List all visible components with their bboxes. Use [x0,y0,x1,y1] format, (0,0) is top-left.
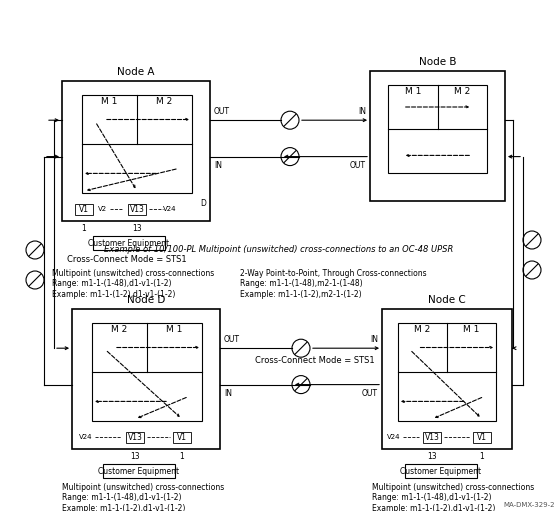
Bar [405,464,477,478]
Text: Customer Equipment: Customer Equipment [400,467,481,476]
Text: Example of 10/100-PL Multipoint (unswitched) cross-connections to an OC-48 UPSR: Example of 10/100-PL Multipoint (unswitc… [104,244,454,253]
Text: M 2: M 2 [112,325,128,334]
Text: V24: V24 [387,434,401,440]
Text: 1: 1 [480,452,484,461]
Text: V24: V24 [163,206,177,212]
Text: Node B: Node B [418,57,456,67]
Text: IN: IN [224,388,232,398]
Text: Cross-Connect Mode = STS1: Cross-Connect Mode = STS1 [255,356,374,365]
Bar [128,203,146,215]
Text: D: D [200,199,206,208]
Text: 13: 13 [132,224,142,233]
Text: OUT: OUT [362,388,378,398]
Text: V1: V1 [177,432,187,442]
Text: M 2: M 2 [454,87,470,96]
Text: Node D: Node D [127,295,165,305]
Bar [75,203,93,215]
Bar [398,323,496,421]
Text: IN: IN [358,107,366,116]
Bar [173,431,191,443]
Text: Multipoint (unswitched) cross-connections
Range: m1-1-(1-48),d1-v1-(1-2)
Example: Multipoint (unswitched) cross-connection… [62,483,224,511]
Text: M 1: M 1 [463,325,480,334]
Bar [103,464,175,478]
Text: M 2: M 2 [156,97,172,106]
Bar [82,95,192,193]
Text: 13: 13 [427,452,437,461]
Text: Cross-Connect Mode = STS1: Cross-Connect Mode = STS1 [67,255,186,264]
Bar [93,236,165,250]
Text: 13: 13 [130,452,140,461]
Text: Multipoint (unswitched) cross-connections
Range: m1-1-(1-48),d1-v1-(1-2)
Example: Multipoint (unswitched) cross-connection… [52,269,214,299]
Text: 1: 1 [81,224,86,233]
Text: IN: IN [370,335,378,344]
Text: V13: V13 [128,432,142,442]
Text: V1: V1 [477,432,487,442]
Text: Node A: Node A [117,67,155,77]
Bar [370,71,505,201]
Text: 1: 1 [180,452,184,461]
Text: M 1: M 1 [102,97,118,106]
Text: Customer Equipment: Customer Equipment [88,239,169,247]
Text: Node C: Node C [428,295,466,305]
Bar [92,323,202,421]
Text: MA-DMX-329-2: MA-DMX-329-2 [503,502,555,508]
Text: M 1: M 1 [405,87,421,96]
Text: OUT: OUT [350,160,366,170]
Bar [62,81,210,221]
Text: OUT: OUT [214,107,230,116]
Bar [382,309,512,449]
Text: OUT: OUT [224,335,240,344]
Text: 2-Way Point-to-Point, Through Cross-connections
Range: m1-1-(1-48),m2-1-(1-48)
E: 2-Way Point-to-Point, Through Cross-conn… [240,269,427,299]
Text: V1: V1 [79,204,89,214]
Text: M 1: M 1 [166,325,182,334]
Text: Customer Equipment: Customer Equipment [98,467,179,476]
Text: M 2: M 2 [415,325,431,334]
Text: IN: IN [214,160,222,170]
Text: Multipoint (unswitched) cross-connections
Range: m1-1-(1-48),d1-v1-(1-2)
Example: Multipoint (unswitched) cross-connection… [372,483,534,511]
Text: V13: V13 [129,204,145,214]
Text: V2: V2 [98,206,107,212]
Text: V24: V24 [79,434,93,440]
Bar [423,431,441,443]
Bar [126,431,144,443]
Bar [388,85,487,173]
Bar [473,431,491,443]
Text: V13: V13 [425,432,440,442]
Bar [72,309,220,449]
